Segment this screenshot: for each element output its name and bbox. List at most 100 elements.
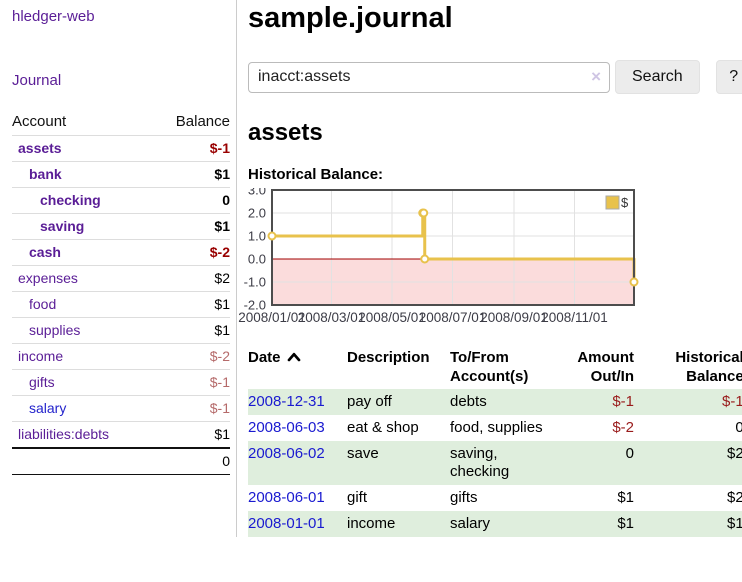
transaction-accounts: gifts [450, 489, 478, 506]
account-row: expenses $2 [12, 265, 230, 292]
chart-label: Historical Balance: [248, 166, 384, 183]
accounts-total-balance: 0 [151, 447, 230, 475]
accounts-table: Account Balance assets $-1 bank $1 check… [12, 109, 230, 475]
transaction-row: 2008-12-31 pay off debts $-1 $-1 [248, 389, 742, 415]
transaction-amount: $1 [617, 515, 634, 532]
transaction-balance: $-1 [722, 393, 742, 410]
accounts-header-account: Account [12, 113, 67, 130]
account-balance: $1 [214, 166, 230, 182]
account-row: supplies $1 [12, 317, 230, 344]
account-link[interactable]: food [29, 296, 57, 312]
svg-text:2008/05/01: 2008/05/01 [358, 310, 426, 325]
account-row: salary $-1 [12, 395, 230, 422]
svg-text:2008/11/01: 2008/11/01 [541, 310, 608, 325]
transaction-date-link[interactable]: 2008-06-01 [248, 489, 325, 506]
transaction-amount: $-1 [612, 393, 634, 410]
transaction-date-link[interactable]: 2008-12-31 [248, 393, 325, 410]
account-row: food $1 [12, 291, 230, 318]
sort-ascending-icon [287, 348, 301, 367]
transaction-row: 2008-06-01 gift gifts $1 $2 [248, 485, 742, 511]
account-balance: 0 [222, 192, 230, 208]
transaction-balance: $1 [727, 515, 742, 532]
account-balance: $1 [214, 218, 230, 234]
transaction-balance: $2 [727, 445, 742, 462]
svg-text:3.0: 3.0 [248, 188, 266, 198]
transaction-date-link[interactable]: 2008-06-02 [248, 445, 325, 462]
transaction-accounts: salary [450, 515, 491, 532]
historical-balance-chart: $3.0 2.0 1.0 0.0 -1.0 -2.02008/01/012008/03/0… [238, 188, 639, 325]
account-balance: $2 [214, 270, 230, 286]
account-row: bank $1 [12, 161, 230, 188]
register-header-amount: Amount Out/In [577, 349, 634, 385]
search-bar: × Search ? [248, 60, 742, 94]
transaction-description: gift [347, 489, 368, 506]
legend-swatch [605, 195, 620, 210]
account-balance: $-1 [209, 374, 230, 390]
transaction-accounts: food, supplies [450, 419, 543, 436]
register-header-date[interactable]: Date [248, 345, 347, 389]
search-button[interactable]: Search [615, 60, 700, 94]
register-table: Date Description To/From Account(s) Amou… [248, 345, 742, 537]
sidebar: hledger-web Journal Account Balance asse… [0, 0, 237, 537]
account-balance: $-1 [209, 400, 230, 416]
account-link[interactable]: bank [29, 166, 62, 182]
account-link[interactable]: saving [40, 218, 85, 234]
accounts-total-row: 0 [12, 447, 230, 475]
svg-text:-2.0: -2.0 [244, 298, 266, 313]
account-row: gifts $-1 [12, 369, 230, 396]
data-point-marker [420, 254, 430, 264]
transaction-balance: $2 [727, 489, 742, 506]
account-balance: $-2 [209, 244, 230, 260]
account-link[interactable]: liabilities:debts [18, 426, 110, 442]
transaction-row: 2008-06-03 eat & shop food, supplies $-2… [248, 415, 742, 441]
clear-search-icon[interactable]: × [591, 66, 601, 86]
transaction-date-link[interactable]: 2008-01-01 [248, 515, 325, 532]
account-row: cash $-2 [12, 239, 230, 266]
account-balance: $-1 [209, 140, 230, 156]
account-link[interactable]: cash [29, 244, 61, 260]
help-button[interactable]: ? [715, 60, 742, 94]
transaction-accounts: debts [450, 393, 487, 410]
data-point-marker [629, 277, 639, 287]
chart-container: $3.0 2.0 1.0 0.0 -1.0 -2.0 2008/01/01 2008/03/0… [228, 188, 742, 328]
account-link[interactable]: salary [29, 400, 67, 416]
account-row: checking 0 [12, 187, 230, 214]
account-balance: $1 [214, 296, 230, 312]
account-balance: $-2 [209, 348, 230, 364]
account-link[interactable]: gifts [29, 374, 55, 390]
transaction-description: save [347, 445, 379, 462]
accounts-header-balance: Balance [175, 113, 230, 130]
account-row: liabilities:debts $1 [12, 421, 230, 449]
register-header-accounts: To/From Account(s) [450, 349, 529, 385]
register-header-row: Date Description To/From Account(s) Amou… [248, 345, 742, 389]
register-header-balance: Historical Balance [675, 349, 742, 385]
transaction-amount: $1 [617, 489, 634, 506]
search-input[interactable] [248, 61, 610, 93]
app: hledger-web Journal Account Balance asse… [0, 0, 742, 537]
transaction-row: 2008-01-01 income salary $1 $1 [248, 511, 742, 537]
sidebar-item-journal[interactable]: Journal [12, 72, 62, 89]
account-link[interactable]: income [18, 348, 64, 364]
data-point-marker [267, 231, 277, 241]
svg-text:0.0: 0.0 [248, 252, 266, 267]
brand-link[interactable]: hledger-web [12, 8, 95, 25]
register-header-description: Description [347, 349, 430, 366]
account-link[interactable]: supplies [29, 322, 81, 338]
account-row: saving $1 [12, 213, 230, 240]
svg-text:2008/03/01: 2008/03/01 [298, 310, 366, 325]
account-row: income $-2 [12, 343, 230, 370]
svg-text:2008/09/01: 2008/09/01 [480, 310, 548, 325]
account-balance: $1 [214, 426, 230, 442]
transaction-row: 2008-06-02 save saving, checking 0 $2 [248, 441, 742, 485]
transaction-date-link[interactable]: 2008-06-03 [248, 419, 325, 436]
account-balance: $1 [214, 322, 230, 338]
svg-text:2.0: 2.0 [248, 206, 266, 221]
account-link[interactable]: expenses [18, 270, 78, 286]
account-link[interactable]: checking [40, 192, 101, 208]
transaction-balance: 0 [735, 419, 742, 436]
data-point-marker [419, 208, 429, 218]
transaction-description: income [347, 515, 396, 532]
svg-text:-1.0: -1.0 [244, 275, 266, 290]
account-link[interactable]: assets [18, 140, 62, 156]
legend-label: $ [621, 195, 629, 210]
